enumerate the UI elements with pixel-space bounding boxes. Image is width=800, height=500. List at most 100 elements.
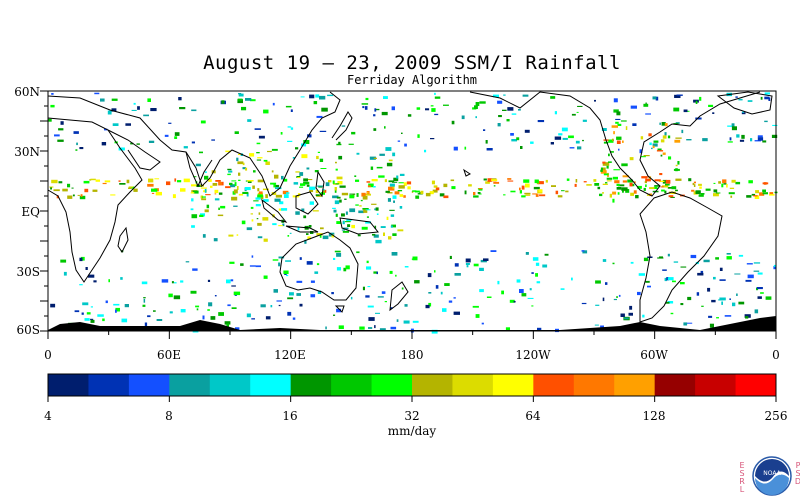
rainfall-cell — [407, 186, 411, 190]
coast-sumatra — [261, 198, 288, 223]
rainfall-cell — [594, 99, 596, 102]
rainfall-cell — [699, 186, 702, 189]
map-subtitle: Ferriday Algorithm — [346, 73, 478, 87]
rainfall-cell — [566, 178, 570, 181]
rainfall-cell — [726, 184, 728, 188]
rainfall-cell — [497, 280, 500, 285]
rainfall-cell — [430, 105, 434, 107]
rainfall-cell — [143, 114, 149, 117]
rainfall-cell — [366, 181, 371, 183]
coast-northamerica — [469, 91, 761, 197]
rainfall-cell — [757, 137, 764, 141]
rainfall-cell — [582, 119, 587, 122]
rainfall-cell — [608, 153, 610, 157]
rainfall-cell — [431, 329, 438, 334]
rainfall-cell — [431, 108, 436, 112]
rainfall-cell — [309, 186, 316, 190]
rainfall-cell — [538, 189, 543, 193]
rainfall-cell — [609, 193, 612, 198]
rainfall-cell — [443, 104, 449, 106]
colorbar-swatch — [412, 374, 453, 396]
rainfall-cell — [399, 194, 404, 197]
rainfall-cell — [195, 305, 200, 308]
rainfall-cell — [306, 233, 309, 235]
rainfall-cell — [304, 239, 307, 244]
rainfall-cell — [295, 147, 299, 150]
rainfall-cell — [531, 305, 534, 307]
rainfall-cell — [295, 171, 300, 173]
rainfall-cell — [461, 115, 465, 120]
rainfall-cell — [95, 179, 100, 182]
rainfall-cell — [431, 180, 435, 185]
rainfall-cell — [199, 214, 204, 217]
rainfall-cell — [675, 122, 680, 124]
rainfall-cell — [620, 120, 627, 122]
rainfall-cell — [200, 195, 204, 199]
rainfall-cell — [143, 298, 146, 303]
rainfall-cell — [174, 136, 178, 139]
rainfall-cell — [282, 190, 289, 195]
rainfall-cell — [263, 275, 268, 279]
rainfall-cell — [616, 187, 622, 190]
rainfall-cell — [260, 304, 266, 308]
rainfall-cell — [582, 250, 588, 254]
rainfall-cell — [390, 326, 397, 330]
rainfall-cell — [204, 188, 207, 193]
rainfall-cell — [479, 101, 486, 104]
coast-australia — [279, 231, 359, 301]
rainfall-cell — [550, 96, 556, 99]
rainfall-cell — [238, 179, 241, 181]
rainfall-cell — [376, 271, 378, 275]
rainfall-cell — [281, 175, 284, 180]
rainfall-cell — [362, 106, 365, 109]
rainfall-cell — [681, 129, 684, 134]
rainfall-cell — [130, 142, 134, 145]
rainfall-cell — [676, 94, 683, 96]
rainfall-cell — [89, 179, 92, 181]
rainfall-cell — [730, 195, 733, 198]
rainfall-cell — [373, 186, 376, 188]
rainfall-cell — [320, 168, 327, 169]
rainfall-cell — [215, 180, 221, 182]
rainfall-cell — [473, 263, 479, 267]
rainfall-cell — [529, 288, 532, 291]
rainfall-cell — [698, 183, 702, 186]
rainfall-cell — [347, 224, 351, 227]
rainfall-cell — [630, 261, 634, 264]
colorbar-swatch — [48, 374, 89, 396]
rainfall-cell — [303, 181, 310, 185]
rainfall-cell — [333, 314, 336, 316]
rainfall-cell — [759, 192, 765, 196]
rainfall-cell — [454, 273, 461, 276]
rainfall-cell — [348, 143, 354, 145]
rainfall-cell — [754, 309, 759, 314]
rainfall-cell — [719, 297, 726, 301]
rainfall-cell — [318, 186, 323, 188]
rainfall-cell — [687, 110, 690, 112]
rainfall-cell — [404, 304, 408, 307]
rainfall-cell — [561, 127, 568, 132]
rainfall-cell — [435, 187, 440, 191]
rainfall-cell — [712, 112, 715, 114]
rainfall-cell — [667, 187, 673, 189]
rainfall-cell — [602, 297, 605, 302]
rainfall-cell — [747, 100, 753, 102]
rainfall-cell — [287, 297, 294, 300]
rainfall-cell — [201, 198, 207, 201]
rainfall-cell — [278, 262, 281, 267]
rainfall-cell — [406, 181, 412, 185]
rainfall-cell — [713, 189, 718, 193]
rainfall-cell — [336, 176, 343, 180]
rainfall-cell — [341, 192, 349, 196]
rainfall-cell — [571, 277, 573, 281]
rainfall-cell — [322, 235, 329, 240]
rainfall-cell — [601, 128, 607, 131]
rainfall-cell — [262, 188, 269, 191]
rainfall-cell — [205, 194, 211, 196]
rainfall-cell — [613, 169, 620, 171]
rainfall-cell — [475, 116, 477, 119]
rainfall-cell — [612, 262, 615, 265]
rainfall-cell — [673, 261, 679, 263]
rainfall-cell — [211, 139, 215, 141]
rainfall-cell — [115, 309, 117, 313]
